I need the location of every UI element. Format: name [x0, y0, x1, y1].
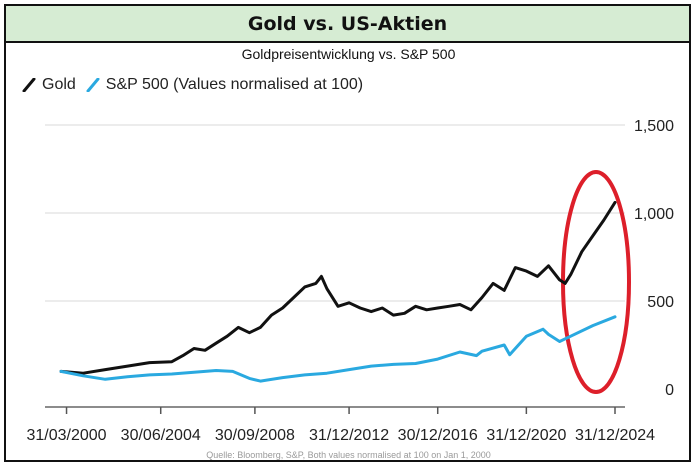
highlight-ellipse [561, 170, 631, 394]
x-tick-label: 30/12/2016 [398, 427, 478, 444]
banner-title: Gold vs. US-Aktien [247, 12, 448, 35]
figure-frame: Gold vs. US-Aktien [4, 4, 691, 462]
y-tick-label: 0 [665, 382, 674, 399]
x-tick-label: 30/06/2004 [121, 427, 201, 444]
legend-label-gold: Gold [42, 76, 76, 93]
x-tick-label: 31/12/2020 [486, 427, 566, 444]
x-tick-label: 31/03/2000 [27, 427, 107, 444]
highlight-annotation [561, 170, 631, 394]
gold-line-icon [22, 78, 36, 92]
chart-title: Goldpreisentwicklung vs. S&P 500 [241, 46, 456, 62]
sp500-line-icon [86, 78, 100, 92]
axes: 0 500 1,000 1,500 31/03/2000 30/06/2004 30/09/… [27, 118, 675, 444]
header-banner: Gold vs. US-Aktien [6, 6, 689, 43]
legend: Gold S&P 500 (Values normalised at 100) [22, 76, 373, 94]
y-tick-label: 1,500 [634, 118, 674, 135]
source-note: Quelle: Bloomberg, S&P, Both values norm… [206, 450, 491, 460]
sp500-series-line [59, 315, 617, 383]
x-tick-label: 31/12/2024 [575, 427, 655, 444]
x-tick-label: 30/09/2008 [215, 427, 295, 444]
legend-item-gold: Gold [22, 76, 76, 94]
x-tick-label: 31/12/2012 [309, 427, 389, 444]
gold-series-line [59, 200, 617, 375]
y-tick-label: 1,000 [634, 206, 674, 223]
legend-label-sp500: S&P 500 (Values normalised at 100) [105, 76, 364, 93]
series [59, 200, 617, 383]
legend-item-sp500: S&P 500 (Values normalised at 100) [86, 76, 363, 94]
y-tick-label: 500 [647, 294, 674, 311]
